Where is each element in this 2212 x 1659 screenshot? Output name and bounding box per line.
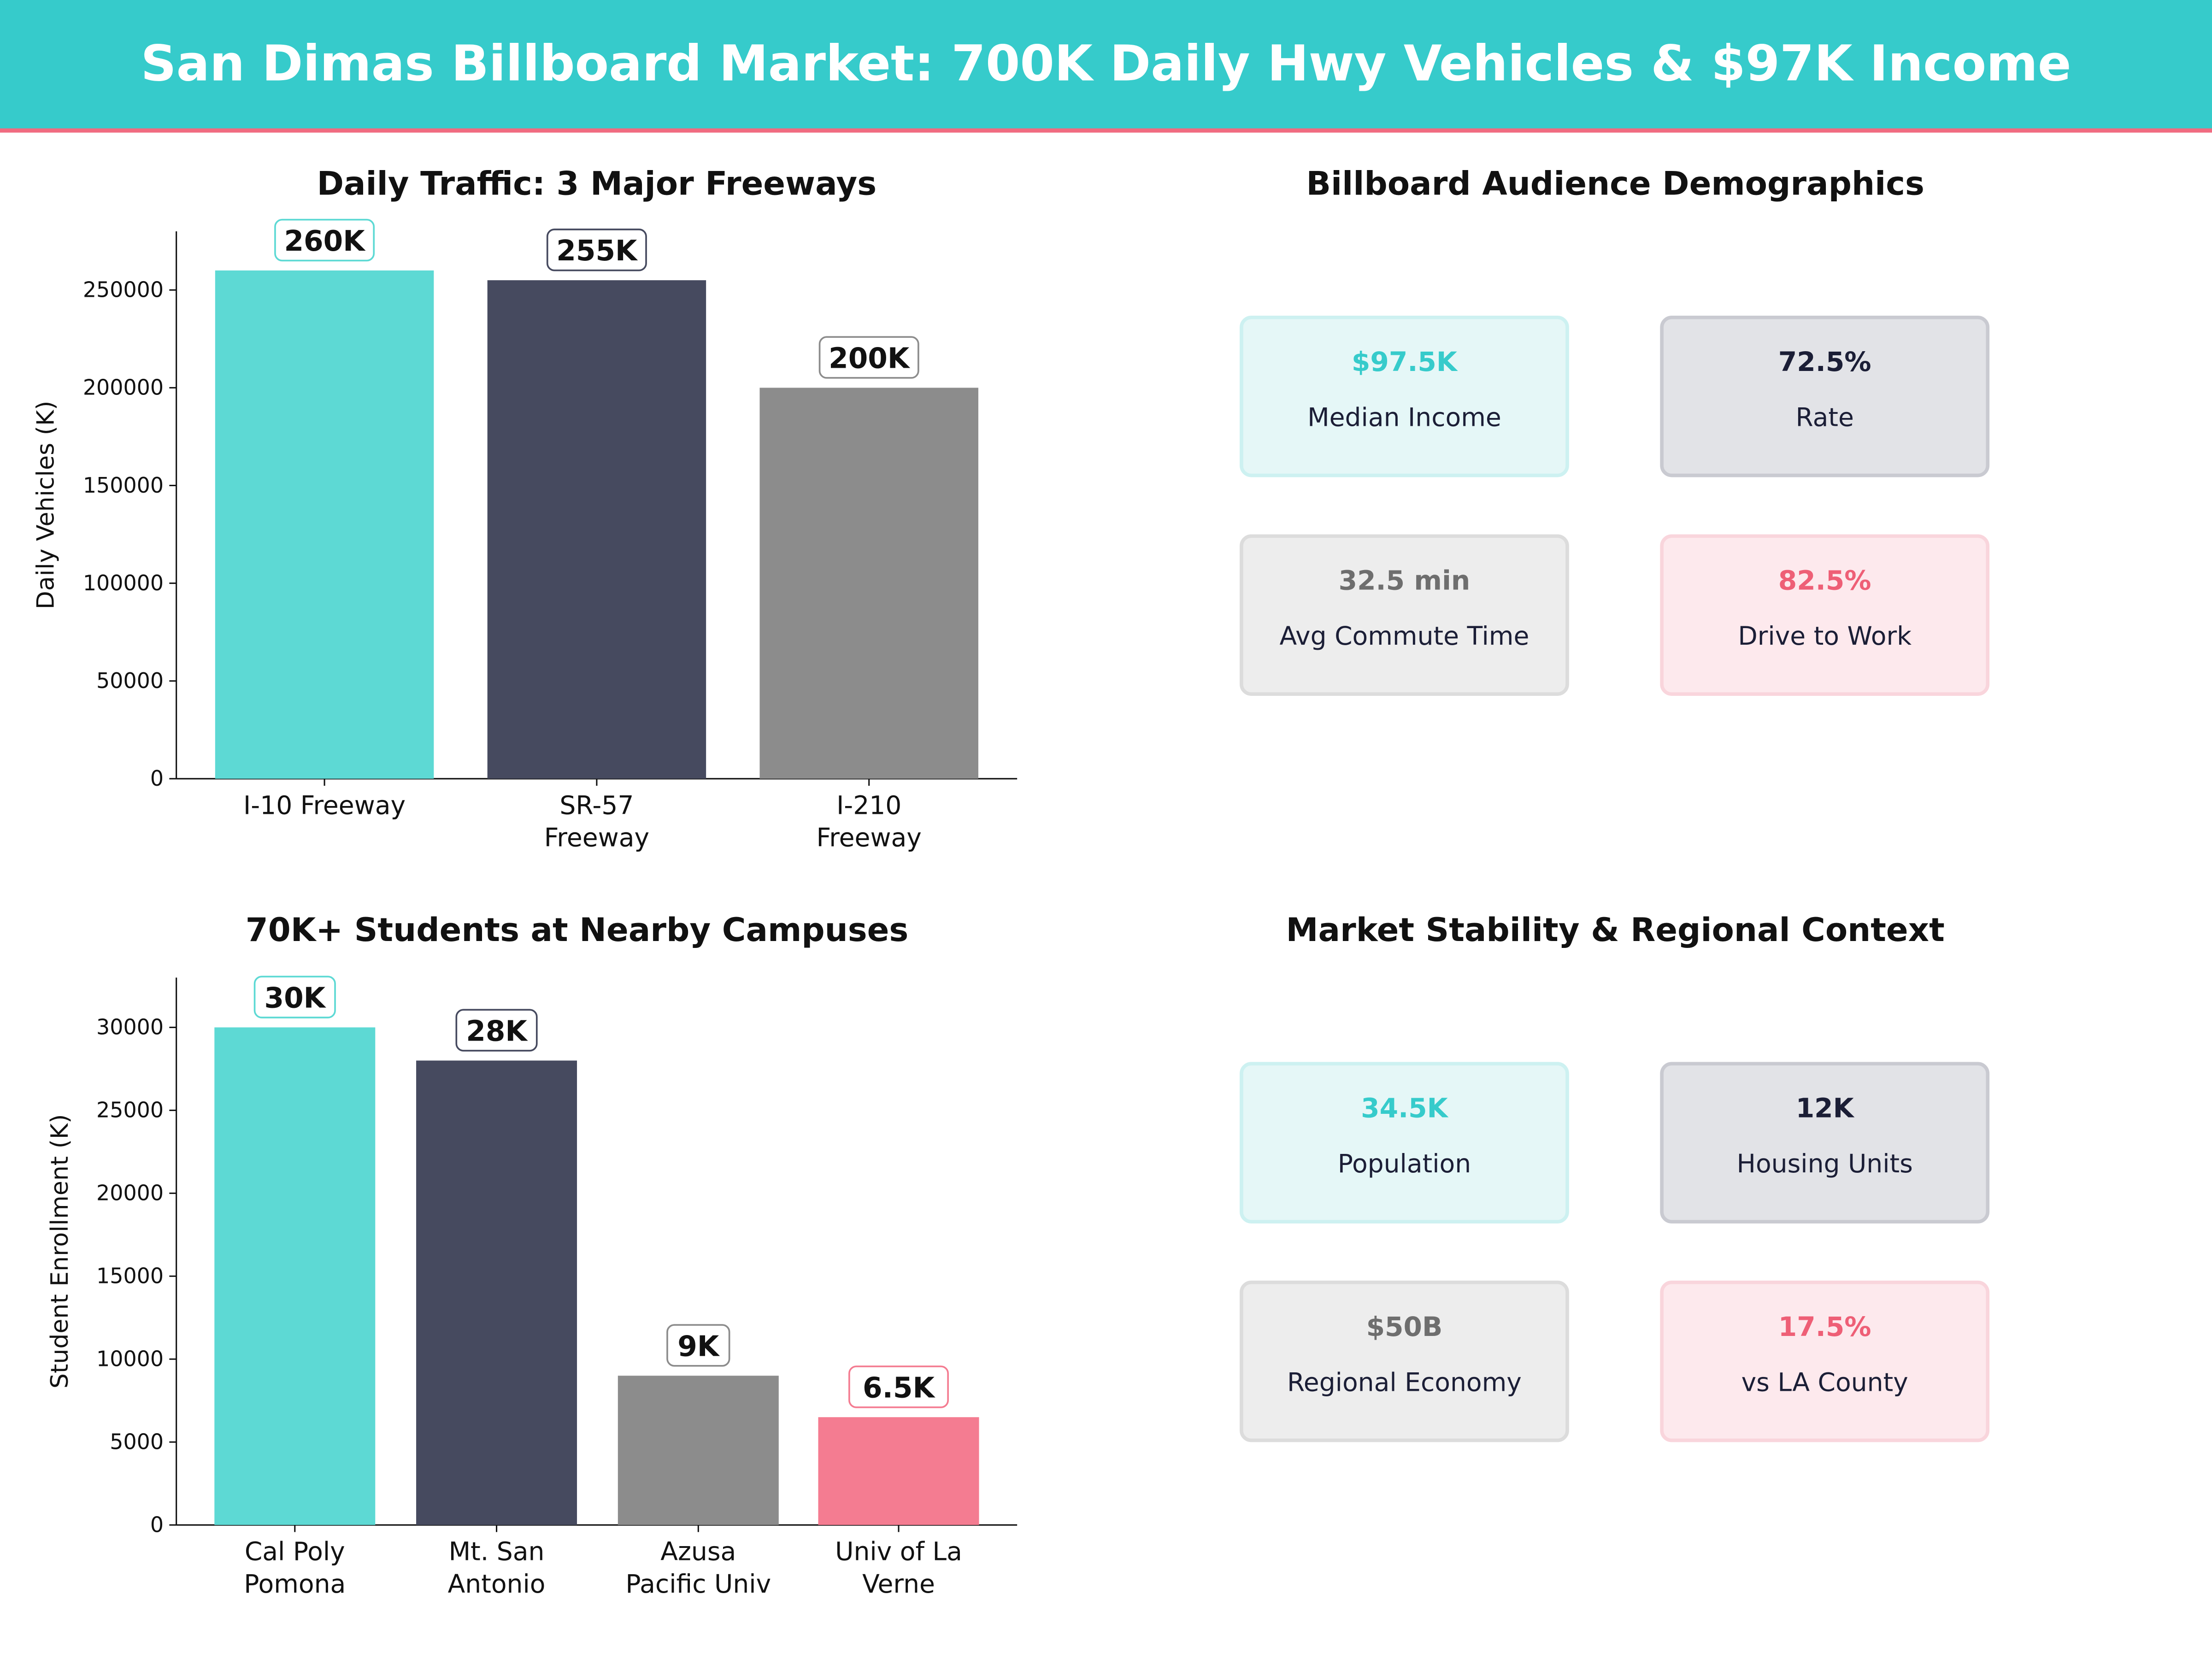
bar bbox=[416, 1060, 577, 1525]
data-label-box bbox=[546, 229, 647, 271]
metric-value: 72.5% bbox=[1778, 346, 1871, 377]
x-tick-label: Pomona bbox=[244, 1569, 346, 1599]
y-tick-label: 5000 bbox=[110, 1430, 164, 1454]
x-tick-label: Cal Poly bbox=[245, 1537, 345, 1566]
metric-value: 17.5% bbox=[1778, 1311, 1871, 1342]
y-tick-label: 30000 bbox=[96, 1015, 164, 1040]
chart-title-traffic: Daily Traffic: 3 Major Freeways bbox=[317, 165, 877, 202]
data-label-box bbox=[666, 1324, 730, 1367]
y-axis-label: Student Enrollment (K) bbox=[46, 1114, 74, 1389]
metric-value: 32.5 min bbox=[1339, 565, 1471, 596]
panel-title-demographics: Billboard Audience Demographics bbox=[1306, 165, 1924, 202]
x-tick-label: SR-57 bbox=[559, 790, 634, 820]
x-tick-label: Pacific Univ bbox=[625, 1569, 771, 1599]
metric-label: Median Income bbox=[1307, 402, 1501, 432]
y-tick-label: 10000 bbox=[96, 1347, 164, 1371]
students-bar-chart: 0 5000 10000 15000 20000 25000 30000 Student En… bbox=[46, 976, 1018, 1599]
chart-title-students: 70K+ Students at Nearby Campuses bbox=[246, 911, 909, 949]
metric-label: Avg Commute Time bbox=[1280, 621, 1530, 651]
y-tick-label: 100000 bbox=[83, 571, 164, 595]
y-axis-label: Daily Vehicles (K) bbox=[32, 401, 59, 610]
x-tick-label: Mt. San bbox=[449, 1537, 545, 1566]
data-label: 255K bbox=[556, 235, 638, 267]
metric-label: Population bbox=[1338, 1149, 1471, 1178]
y-tick-label: 250000 bbox=[83, 277, 164, 302]
metric-label: Housing Units bbox=[1737, 1149, 1913, 1178]
x-tick-label: I-10 Freeway bbox=[243, 790, 406, 820]
metric-card bbox=[1660, 315, 1990, 477]
metric-label: Regional Economy bbox=[1287, 1367, 1522, 1397]
data-label-box bbox=[253, 976, 336, 1018]
data-label: 260K bbox=[284, 225, 366, 258]
x-tick-label: Antonio bbox=[448, 1569, 546, 1599]
y-tick-label: 25000 bbox=[96, 1098, 164, 1123]
data-label: 9K bbox=[677, 1330, 720, 1363]
page-title: San Dimas Billboard Market: 700K Daily H… bbox=[141, 35, 2071, 92]
metric-value: $50B bbox=[1366, 1311, 1443, 1342]
metric-label: Drive to Work bbox=[1738, 621, 1912, 651]
y-tick-label: 0 bbox=[150, 1512, 164, 1537]
metric-card bbox=[1660, 1280, 1990, 1442]
metric-value: 82.5% bbox=[1778, 565, 1871, 596]
x-tick-label: I-210 bbox=[836, 790, 901, 820]
metric-value: $97.5K bbox=[1352, 346, 1458, 377]
data-label-box bbox=[848, 1365, 949, 1408]
bar bbox=[759, 388, 978, 779]
metric-label: Rate bbox=[1796, 402, 1854, 432]
metric-card bbox=[1240, 534, 1569, 696]
data-label-box bbox=[818, 336, 919, 379]
data-label-box bbox=[455, 1009, 538, 1052]
traffic-bar-chart: 0 50000 100000 150000 200000 250000 Daily Vehi… bbox=[32, 218, 1018, 853]
panel-title-market: Market Stability & Regional Context bbox=[1286, 911, 1944, 949]
metric-card bbox=[1660, 1062, 1990, 1224]
x-tick-label: Verne bbox=[862, 1569, 935, 1599]
x-tick-label: Freeway bbox=[817, 823, 922, 853]
y-tick-label: 150000 bbox=[83, 473, 164, 498]
data-label: 200K bbox=[829, 342, 911, 375]
y-tick-label: 200000 bbox=[83, 375, 164, 400]
bar bbox=[214, 1027, 376, 1525]
market-cards: 34.5K Population 12K Housing Units $50B Regio… bbox=[1240, 1062, 1990, 1442]
x-tick-label: Freeway bbox=[544, 823, 649, 853]
y-tick-label: 20000 bbox=[96, 1181, 164, 1206]
metric-card bbox=[1240, 1280, 1569, 1442]
metric-card bbox=[1240, 315, 1569, 477]
demographics-cards: $97.5K Median Income 72.5% Rate 32.5 min Avg … bbox=[1240, 315, 1990, 696]
bar bbox=[215, 270, 434, 779]
bar bbox=[818, 1417, 979, 1525]
bar bbox=[487, 280, 706, 779]
metric-value: 12K bbox=[1796, 1092, 1855, 1124]
header-bar bbox=[0, 0, 2212, 130]
x-tick-label: Univ of La bbox=[835, 1537, 962, 1566]
bar bbox=[618, 1376, 779, 1525]
metric-card bbox=[1660, 534, 1990, 696]
data-label: 28K bbox=[466, 1015, 528, 1048]
y-tick-label: 0 bbox=[150, 766, 164, 791]
metric-value: 34.5K bbox=[1361, 1092, 1448, 1124]
y-tick-label: 15000 bbox=[96, 1264, 164, 1288]
data-label: 6.5K bbox=[863, 1371, 935, 1404]
data-label-box bbox=[274, 218, 375, 262]
data-label: 30K bbox=[264, 982, 326, 1015]
metric-card bbox=[1240, 1062, 1569, 1224]
x-tick-label: Azusa bbox=[660, 1537, 736, 1566]
y-tick-label: 50000 bbox=[96, 668, 164, 693]
header-accent-line bbox=[0, 128, 2212, 133]
metric-label: vs LA County bbox=[1741, 1367, 1908, 1397]
